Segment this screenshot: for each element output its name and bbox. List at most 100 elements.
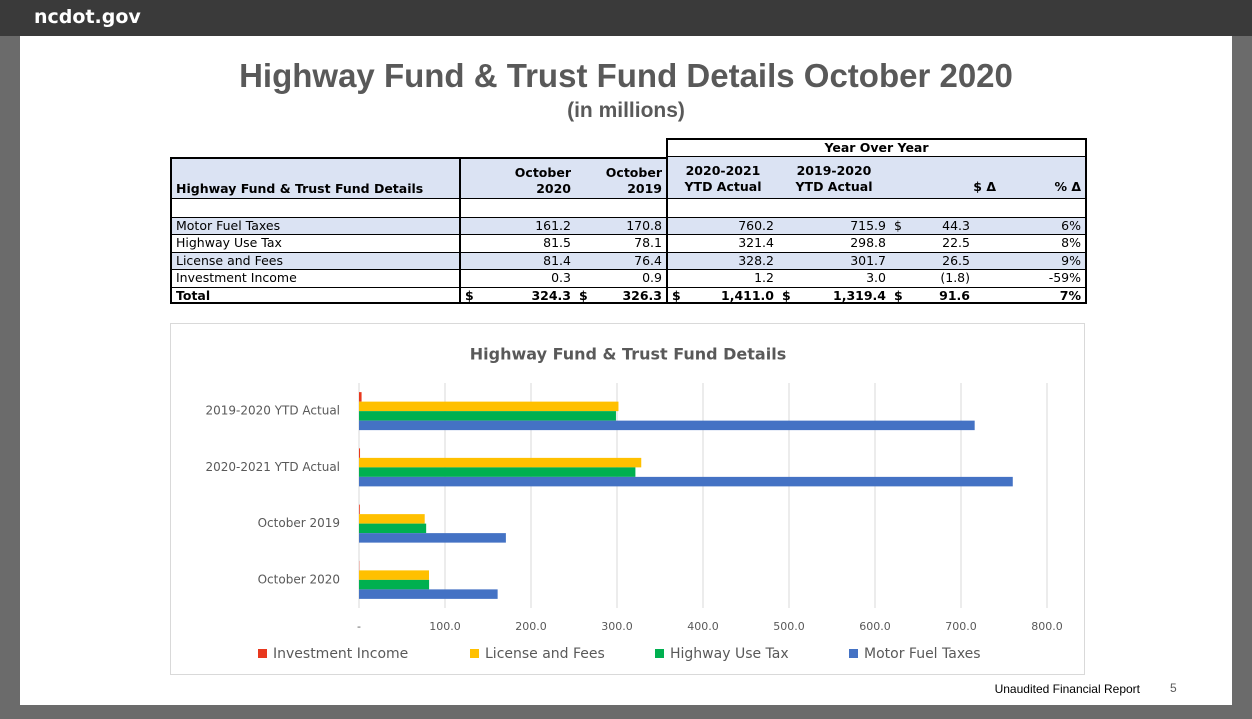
legend-label: Investment Income — [273, 646, 408, 662]
header-line: $ Δ — [973, 179, 996, 194]
header-cell: October 2020 — [459, 157, 575, 198]
value-cell: 6% — [1000, 217, 1087, 235]
value-cell: 81.5 — [459, 234, 575, 252]
value-cell: (1.8) — [890, 269, 1000, 287]
value-cell: 170.8 — [575, 217, 666, 235]
legend-swatch — [849, 649, 858, 658]
bar — [359, 570, 430, 580]
bar — [359, 523, 427, 534]
blank-cell — [1000, 198, 1087, 217]
header-cell: % Δ — [1000, 157, 1087, 198]
value-cell: -59% — [1000, 269, 1087, 287]
bar — [359, 457, 642, 468]
bar — [359, 533, 506, 543]
y-tick-label: 2020-2021 YTD Actual — [205, 460, 340, 474]
row-label: Highway Use Tax — [170, 234, 459, 252]
x-tick-label: 400.0 — [687, 620, 719, 633]
y-tick-label: October 2020 — [258, 572, 340, 586]
bar — [359, 448, 361, 458]
row-label: License and Fees — [170, 251, 459, 270]
bar — [359, 504, 360, 515]
blank-cell — [575, 198, 666, 217]
value-cell: 321.4 — [666, 234, 778, 252]
x-tick-label: 500.0 — [773, 620, 805, 633]
value-cell: 0.9 — [575, 269, 666, 287]
bar — [359, 401, 619, 412]
header-cell: $ Δ — [890, 157, 1000, 198]
chart-title: Highway Fund & Trust Fund Details — [470, 345, 786, 364]
value-cell: 76.4 — [575, 251, 666, 270]
header-line: 2020-2021 — [685, 163, 761, 178]
bar — [359, 392, 362, 402]
value: 1,319.4 — [833, 287, 886, 303]
value-cell: 715.9 — [778, 217, 890, 235]
currency: $ — [894, 287, 903, 303]
value: 326.3 — [622, 287, 662, 303]
header-cell: October 2019 — [575, 157, 666, 198]
header-line: % Δ — [1054, 179, 1081, 194]
legend-label: License and Fees — [485, 646, 605, 662]
value-cell: 298.8 — [778, 234, 890, 252]
y-tick-label: October 2019 — [258, 516, 340, 530]
legend-swatch — [258, 649, 267, 658]
page-number: 5 — [1170, 681, 1177, 695]
blank-cell — [778, 198, 890, 217]
value-cell: 7% — [1000, 286, 1087, 304]
currency: $ — [894, 218, 902, 233]
x-tick-label: - — [357, 620, 361, 633]
value-cell: 8% — [1000, 234, 1087, 252]
header-line: YTD Actual — [795, 179, 873, 194]
value-cell: 26.5 — [890, 251, 1000, 270]
blank-cell — [666, 198, 778, 217]
row-label: Total — [170, 286, 459, 304]
value-cell: $1,411.0 — [666, 286, 778, 304]
x-tick-label: 300.0 — [601, 620, 633, 633]
chart-frame — [170, 323, 1085, 675]
row-label: Investment Income — [170, 269, 459, 287]
value-cell: 9% — [1000, 251, 1087, 270]
value-cell: $91.6 — [890, 286, 1000, 304]
x-tick-label: 200.0 — [515, 620, 547, 633]
x-tick-label: 700.0 — [945, 620, 977, 633]
header-line: October — [514, 165, 571, 180]
title: Highway Fund & Trust Fund Details Octobe… — [239, 57, 1013, 94]
brand: ncdot.gov — [34, 6, 141, 28]
value-cell: $1,319.4 — [778, 286, 890, 304]
currency: $ — [782, 287, 791, 303]
header-line: 2019 — [627, 181, 662, 196]
value-cell: 760.2 — [666, 217, 778, 235]
row-label: Motor Fuel Taxes — [170, 217, 459, 235]
x-tick-label: 800.0 — [1031, 620, 1063, 633]
value-cell: 78.1 — [575, 234, 666, 252]
value: 1,411.0 — [721, 287, 774, 303]
header-cell: 2019-2020 YTD Actual — [778, 157, 890, 198]
blank-cell — [459, 198, 575, 217]
currency: $ — [465, 287, 474, 303]
value-cell: 328.2 — [666, 251, 778, 270]
value-cell: 81.4 — [459, 251, 575, 270]
bar — [359, 514, 425, 524]
header-cell: 2020-2021 YTD Actual — [666, 157, 778, 198]
y-tick-label: 2019-2020 YTD Actual — [205, 404, 340, 418]
legend-label: Highway Use Tax — [670, 646, 789, 662]
value-cell: 0.3 — [459, 269, 575, 287]
legend-swatch — [655, 649, 664, 658]
header-line: October — [605, 165, 662, 180]
legend-swatch — [470, 649, 479, 658]
header-line: 2019-2020 — [796, 163, 872, 178]
blank-cell — [170, 198, 459, 217]
currency: $ — [579, 287, 588, 303]
bar — [359, 476, 1013, 487]
currency: $ — [672, 287, 681, 303]
value-cell: 22.5 — [890, 234, 1000, 252]
value-cell: 161.2 — [459, 217, 575, 235]
x-tick-label: 600.0 — [859, 620, 891, 633]
header-bar: ncdot.gov — [0, 0, 1252, 36]
value-cell: 1.2 — [666, 269, 778, 287]
value: 44.3 — [942, 218, 970, 233]
value: 91.6 — [939, 287, 970, 303]
bar — [359, 579, 430, 590]
header-line: 2020 — [536, 181, 571, 196]
bar — [359, 411, 616, 421]
